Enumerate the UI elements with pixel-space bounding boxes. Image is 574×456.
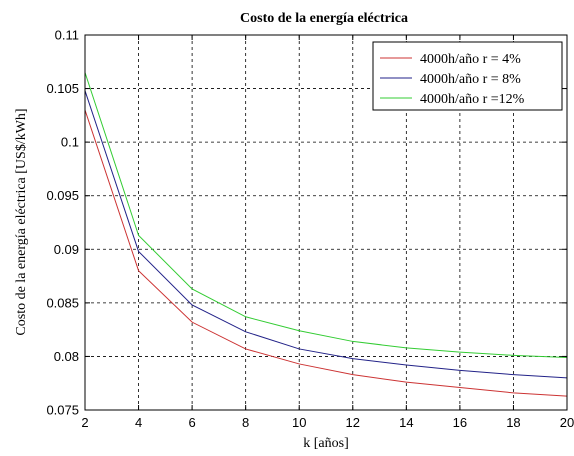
- series-line-3: [84, 72, 568, 358]
- ticks: [84, 34, 568, 411]
- x-tick-label: 16: [453, 415, 467, 430]
- y-tick-label: 0.08: [54, 349, 79, 364]
- y-tick-label: 0.11: [55, 28, 79, 43]
- y-tick-label: 0.1: [61, 135, 79, 150]
- series-lines: [84, 72, 568, 397]
- y-tick-label: 0.085: [46, 295, 79, 310]
- x-tick-label: 12: [346, 415, 360, 430]
- series-line-2: [84, 90, 568, 379]
- x-axis-label: k [años]: [303, 436, 349, 451]
- plot-frame: [84, 34, 568, 411]
- y-tick-label: 0.075: [46, 403, 79, 418]
- y-tick-label: 0.095: [46, 188, 79, 203]
- x-tick-label: 18: [506, 415, 520, 430]
- x-tick-label: 4: [135, 415, 142, 430]
- y-tick-label: 0.105: [46, 81, 79, 96]
- legend: 4000h/año r = 4% 4000h/año r = 8% 4000h/añ…: [372, 41, 563, 111]
- x-tick-label: 20: [560, 415, 574, 430]
- x-tick-label: 6: [188, 415, 195, 430]
- legend-label-1: 4000h/año r = 4%: [420, 52, 521, 67]
- x-tick-labels: 2 4 6 8 10 12 14 16 18 20: [81, 415, 574, 430]
- legend-label-2: 4000h/año r = 8%: [420, 72, 521, 87]
- x-tick-label: 8: [242, 415, 249, 430]
- y-axis-label: Costo de la energía eléctrica [US$/kWh]: [14, 108, 29, 335]
- y-tick-label: 0.09: [54, 242, 79, 257]
- x-tick-label: 10: [292, 415, 306, 430]
- legend-box: [372, 41, 563, 111]
- series-line-1: [84, 109, 568, 397]
- legend-label-3: 4000h/año r =12%: [420, 92, 525, 107]
- y-tick-labels: 0.075 0.08 0.085 0.09 0.095 0.1 0.105 0.11: [46, 28, 79, 418]
- x-tick-label: 2: [81, 415, 88, 430]
- x-tick-label: 14: [399, 415, 413, 430]
- chart-title: Costo de la energía eléctrica: [240, 11, 408, 26]
